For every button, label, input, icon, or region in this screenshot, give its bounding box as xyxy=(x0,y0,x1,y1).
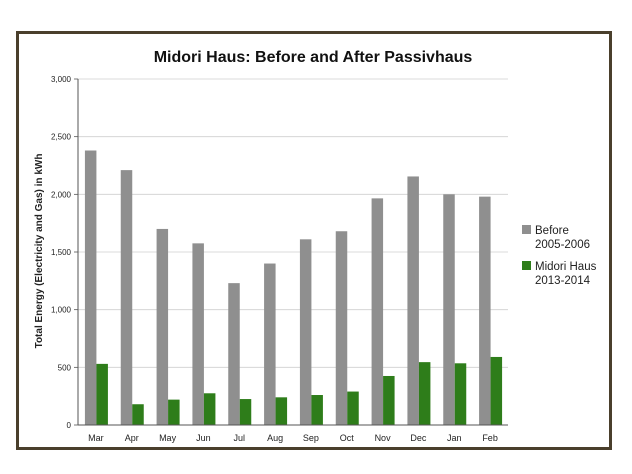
x-tick-labels: Mar Apr May Jun Jul Aug Sep Oct Nov Dec Jan Feb xyxy=(88,433,498,443)
bar-after-sep xyxy=(311,395,323,425)
y-tick-label: 1,500 xyxy=(51,248,72,257)
bar-after-nov xyxy=(383,375,395,425)
bar-before-may xyxy=(156,228,169,425)
y-tick-label: 500 xyxy=(58,363,72,372)
bar-after-oct xyxy=(347,391,359,425)
bar-before-mar xyxy=(84,150,97,426)
bar-after-jun xyxy=(203,393,216,425)
legend-entry: Before xyxy=(535,225,569,237)
bar-before-jun xyxy=(192,243,204,425)
legend-entry: 2013-2014 xyxy=(535,275,591,287)
x-tick-label: Nov xyxy=(375,433,392,443)
x-tick-label: Jun xyxy=(196,433,211,443)
bar-before-dec xyxy=(407,176,419,425)
bar-after-aug xyxy=(275,397,288,425)
bar-before-nov xyxy=(371,198,384,425)
bar-before-sep xyxy=(299,239,312,425)
x-tick-label: Sep xyxy=(303,433,319,443)
axes xyxy=(77,79,508,426)
y-tick-label: 2,500 xyxy=(51,133,72,142)
bar-before-aug xyxy=(264,263,276,425)
x-tick-label: Aug xyxy=(267,433,283,443)
x-tick-label: Feb xyxy=(482,433,498,443)
x-tick-label: Dec xyxy=(410,433,427,443)
x-tick-label: Mar xyxy=(88,433,104,443)
legend-entry: 2005-2006 xyxy=(535,239,590,251)
chart-frame xyxy=(16,31,612,450)
y-tick-label: 3,000 xyxy=(51,75,72,84)
y-axis-label: Total Energy (Electricity and Gas) in kW… xyxy=(34,154,45,349)
chart-title: Midori Haus: Before and After Passivhaus xyxy=(154,49,473,66)
legend-swatch xyxy=(522,225,531,234)
y-tick-label: 0 xyxy=(67,421,72,430)
bar-after-may xyxy=(168,399,180,425)
x-tick-label: Apr xyxy=(125,433,139,443)
bar-before-oct xyxy=(335,231,348,425)
x-tick-label: Jan xyxy=(447,433,462,443)
bar-before-jul xyxy=(228,283,240,425)
bar-after-jul xyxy=(239,399,252,425)
legend-entry: Midori Haus xyxy=(535,261,597,273)
bar-after-dec xyxy=(418,362,431,425)
bar-after-mar xyxy=(96,363,108,425)
y-tick-label: 2,000 xyxy=(51,190,72,199)
x-tick-label: Oct xyxy=(340,433,355,443)
bar-before-jan xyxy=(443,194,455,425)
bar-before-feb xyxy=(479,196,491,425)
x-tick-label: Jul xyxy=(233,433,245,443)
bar-after-jan xyxy=(454,363,467,425)
bar-before-apr xyxy=(120,170,133,425)
bar-after-apr xyxy=(132,404,144,425)
y-tick-labels: 0 500 1,000 1,500 2,000 2,500 3,000 xyxy=(51,75,78,430)
bar-after-feb xyxy=(490,356,503,425)
legend-swatch xyxy=(522,261,531,270)
x-tick-label: May xyxy=(159,433,177,443)
gridlines xyxy=(78,78,508,368)
legend: Before 2005-2006 Midori Haus 2013-2014 xyxy=(522,225,597,287)
bars xyxy=(84,150,503,426)
y-tick-label: 1,000 xyxy=(51,306,72,315)
